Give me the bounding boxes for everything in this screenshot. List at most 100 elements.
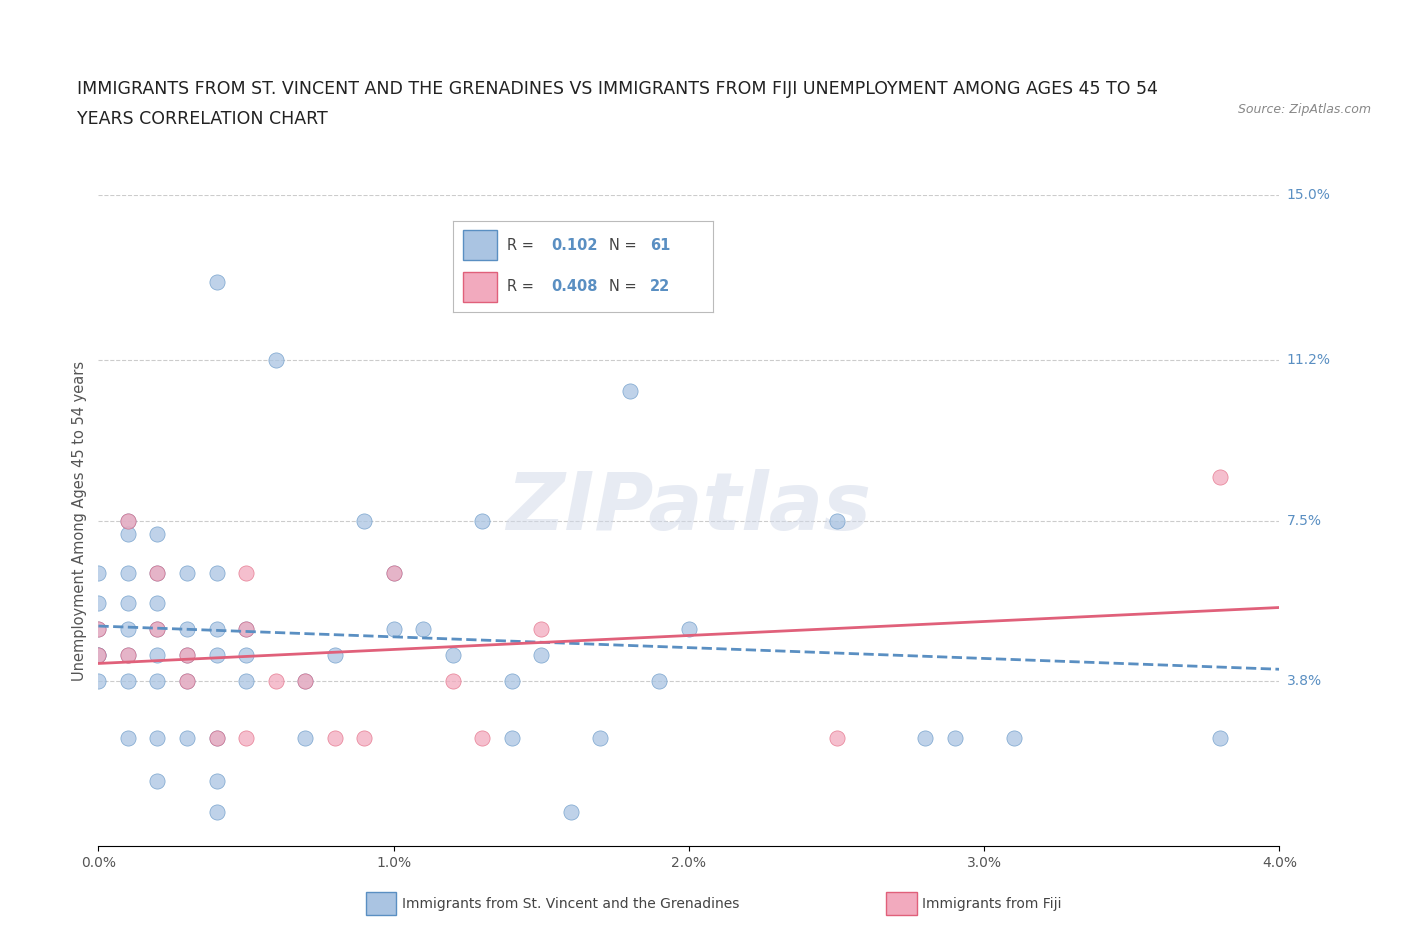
Point xyxy=(501,730,523,745)
Point xyxy=(323,730,346,745)
Point xyxy=(1002,730,1025,745)
Point xyxy=(87,596,110,611)
FancyBboxPatch shape xyxy=(463,231,496,259)
Point xyxy=(146,526,169,541)
Point xyxy=(382,565,405,580)
Point xyxy=(501,674,523,689)
Point xyxy=(471,730,494,745)
Point xyxy=(205,648,228,663)
Point xyxy=(87,648,110,663)
Point xyxy=(914,730,936,745)
Point xyxy=(294,730,316,745)
Point xyxy=(678,622,700,637)
Point xyxy=(589,730,612,745)
Point xyxy=(146,622,169,637)
Point xyxy=(382,565,405,580)
Point xyxy=(619,297,641,312)
Point xyxy=(117,674,139,689)
Point xyxy=(176,730,198,745)
Point xyxy=(825,513,848,528)
Point xyxy=(619,383,641,398)
Text: 15.0%: 15.0% xyxy=(1286,188,1330,203)
Text: 0.102: 0.102 xyxy=(551,237,598,253)
Text: 0.408: 0.408 xyxy=(551,279,598,295)
Point xyxy=(117,565,139,580)
Text: 3.8%: 3.8% xyxy=(1286,674,1322,688)
Text: 11.2%: 11.2% xyxy=(1286,353,1330,367)
Point xyxy=(146,622,169,637)
Point xyxy=(235,565,257,580)
Text: ZIPatlas: ZIPatlas xyxy=(506,469,872,547)
Point xyxy=(264,674,287,689)
Text: YEARS CORRELATION CHART: YEARS CORRELATION CHART xyxy=(77,111,328,128)
Point xyxy=(117,730,139,745)
Point xyxy=(825,730,848,745)
Text: Immigrants from St. Vincent and the Grenadines: Immigrants from St. Vincent and the Gren… xyxy=(402,897,740,911)
Point xyxy=(648,674,671,689)
Point xyxy=(176,648,198,663)
Point xyxy=(146,565,169,580)
Point xyxy=(205,774,228,789)
Point xyxy=(176,648,198,663)
Point xyxy=(1209,470,1232,485)
Point xyxy=(294,674,316,689)
Point xyxy=(176,674,198,689)
Point xyxy=(471,513,494,528)
Point xyxy=(353,513,375,528)
Point xyxy=(412,622,434,637)
Point xyxy=(117,596,139,611)
Point xyxy=(264,352,287,367)
Point xyxy=(146,648,169,663)
Point xyxy=(176,622,198,637)
Point xyxy=(530,648,553,663)
Point xyxy=(1209,730,1232,745)
Point xyxy=(382,622,405,637)
Point xyxy=(560,804,582,819)
Point xyxy=(117,513,139,528)
Point xyxy=(146,565,169,580)
Y-axis label: Unemployment Among Ages 45 to 54 years: Unemployment Among Ages 45 to 54 years xyxy=(72,361,87,681)
Point xyxy=(235,648,257,663)
Point xyxy=(353,730,375,745)
Point xyxy=(117,526,139,541)
Text: Immigrants from Fiji: Immigrants from Fiji xyxy=(922,897,1062,911)
Point xyxy=(176,565,198,580)
Point xyxy=(117,648,139,663)
Point xyxy=(117,513,139,528)
Point xyxy=(235,730,257,745)
Text: Source: ZipAtlas.com: Source: ZipAtlas.com xyxy=(1237,103,1371,116)
Point xyxy=(205,730,228,745)
Point xyxy=(117,622,139,637)
Point xyxy=(235,622,257,637)
Point xyxy=(205,622,228,637)
Point xyxy=(235,622,257,637)
Point xyxy=(205,274,228,289)
Point xyxy=(205,804,228,819)
Text: N =: N = xyxy=(609,237,637,253)
Point xyxy=(146,730,169,745)
Point xyxy=(235,674,257,689)
Point xyxy=(294,674,316,689)
Point xyxy=(87,648,110,663)
Point xyxy=(441,674,464,689)
Text: 61: 61 xyxy=(650,237,671,253)
Point xyxy=(87,648,110,663)
Point xyxy=(87,622,110,637)
Point xyxy=(205,730,228,745)
Text: 7.5%: 7.5% xyxy=(1286,513,1322,528)
Point xyxy=(146,674,169,689)
FancyBboxPatch shape xyxy=(463,272,496,301)
Point xyxy=(441,648,464,663)
Text: IMMIGRANTS FROM ST. VINCENT AND THE GRENADINES VS IMMIGRANTS FROM FIJI UNEMPLOYM: IMMIGRANTS FROM ST. VINCENT AND THE GREN… xyxy=(77,80,1159,98)
Point xyxy=(943,730,966,745)
Point xyxy=(87,674,110,689)
Point xyxy=(87,622,110,637)
Point xyxy=(205,565,228,580)
Point xyxy=(530,622,553,637)
Text: N =: N = xyxy=(609,279,637,295)
Point xyxy=(146,596,169,611)
Text: R =: R = xyxy=(508,237,534,253)
Point xyxy=(176,674,198,689)
Text: R =: R = xyxy=(508,279,534,295)
Text: 22: 22 xyxy=(650,279,671,295)
